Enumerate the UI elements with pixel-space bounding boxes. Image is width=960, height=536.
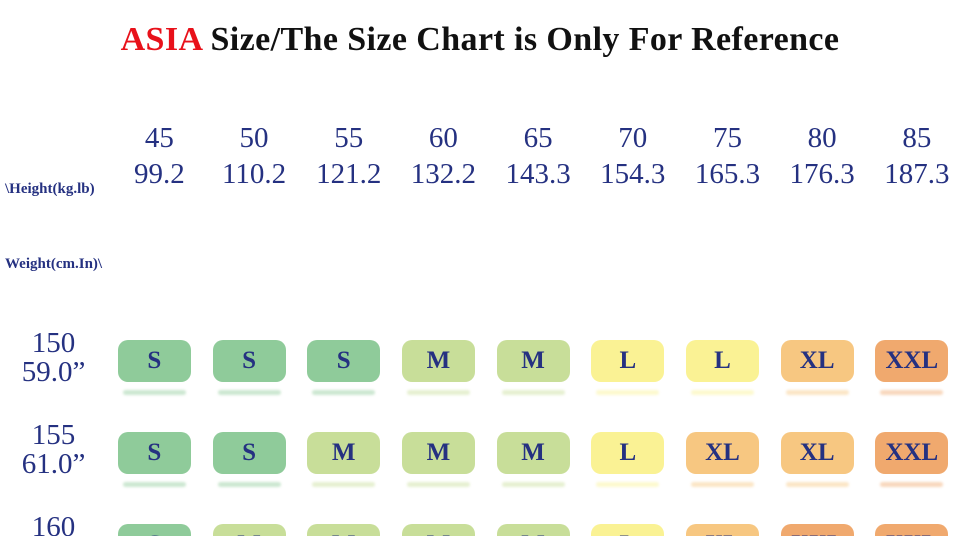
size-cell: S xyxy=(212,339,286,382)
height-in-value: 61.0” xyxy=(21,447,86,480)
size-cell: M xyxy=(212,523,286,536)
weight-lb-value: 132.2 xyxy=(410,157,477,190)
size-cell: M xyxy=(401,339,475,382)
column-header-80: 80 176.3 xyxy=(775,117,870,192)
size-cell: XL xyxy=(780,339,854,382)
row-label-155: 155 61.0” xyxy=(0,419,107,479)
size-cell: L xyxy=(591,431,665,474)
row-label-160: 160 62.9” xyxy=(0,511,107,536)
size-cell: M xyxy=(496,523,570,536)
size-cell: XXL xyxy=(875,431,949,474)
column-header-60: 60 132.2 xyxy=(396,117,491,192)
size-cell: M xyxy=(401,431,475,474)
weight-lb-value: 110.2 xyxy=(221,157,287,190)
size-cell: S xyxy=(117,431,191,474)
weight-kg-value: 65 xyxy=(523,121,553,154)
table-header-row: \Height(kg.lb) Weight(cm.In)\ 45 99.2 50… xyxy=(0,117,960,327)
height-cm-value: 160 xyxy=(31,510,76,536)
title-text: Size/The Size Chart is Only For Referenc… xyxy=(201,21,840,58)
size-cell: M xyxy=(401,523,475,536)
size-cell: XXL xyxy=(780,523,854,536)
size-cell: L xyxy=(591,523,665,536)
weight-lb-value: 99.2 xyxy=(133,157,185,190)
title-region-highlight: ASIA xyxy=(120,21,202,58)
column-header-45: 45 99.2 xyxy=(112,117,207,192)
table-row-150: 150 59.0” S S S M M L L XL XXL xyxy=(0,327,960,419)
weight-kg-value: 85 xyxy=(902,121,932,154)
size-cell: S xyxy=(117,339,191,382)
size-cell: XXL xyxy=(875,339,949,382)
weight-kg-value: 45 xyxy=(144,121,174,154)
size-cell: XL xyxy=(780,431,854,474)
size-cell: S xyxy=(117,523,191,536)
weight-lb-value: 143.3 xyxy=(505,157,571,190)
corner-axis-label: \Height(kg.lb) Weight(cm.In)\ xyxy=(0,117,112,327)
column-header-85: 85 187.3 xyxy=(870,117,960,192)
column-header-65: 65 143.3 xyxy=(491,117,586,192)
size-cell: M xyxy=(496,431,570,474)
weight-kg-value: 50 xyxy=(239,121,269,154)
corner-axis-label-bottom: Weight(cm.In)\ xyxy=(5,255,103,272)
column-header-55: 55 121.2 xyxy=(301,117,396,192)
weight-lb-value: 187.3 xyxy=(884,157,950,190)
size-cell: M xyxy=(307,431,381,474)
weight-kg-value: 80 xyxy=(807,121,837,154)
size-cell: S xyxy=(212,431,286,474)
size-cell: XL xyxy=(685,523,759,536)
height-in-value: 59.0” xyxy=(21,355,86,388)
size-cell: S xyxy=(307,339,381,382)
size-table: \Height(kg.lb) Weight(cm.In)\ 45 99.2 50… xyxy=(0,117,960,536)
table-row-155: 155 61.0” S S M M M L XL XL XXL xyxy=(0,419,960,511)
corner-axis-label-top: \Height(kg.lb) xyxy=(5,180,95,197)
weight-kg-value: 75 xyxy=(712,121,742,154)
weight-lb-value: 154.3 xyxy=(600,157,666,190)
weight-lb-value: 165.3 xyxy=(694,157,761,190)
column-header-75: 75 165.3 xyxy=(680,117,775,192)
table-row-160: 160 62.9” S M M M M L XL XXL XXL xyxy=(0,511,960,536)
size-cell: M xyxy=(307,523,381,536)
weight-lb-value: 121.2 xyxy=(316,157,382,190)
column-header-50: 50 110.2 xyxy=(207,117,302,192)
row-label-150: 150 59.0” xyxy=(0,327,107,387)
height-cm-value: 150 xyxy=(31,326,76,359)
column-header-70: 70 154.3 xyxy=(585,117,680,192)
size-cell: M xyxy=(496,339,570,382)
weight-lb-value: 176.3 xyxy=(789,157,855,190)
size-cell: XL xyxy=(685,431,759,474)
size-cell: L xyxy=(591,339,665,382)
weight-kg-value: 70 xyxy=(618,121,648,154)
size-cell: L xyxy=(685,339,759,382)
size-cell: XXL xyxy=(875,523,949,536)
weight-kg-value: 55 xyxy=(334,121,364,154)
height-cm-value: 155 xyxy=(31,418,76,451)
page-title: ASIA Size/The Size Chart is Only For Ref… xyxy=(0,0,960,61)
weight-kg-value: 60 xyxy=(428,121,458,154)
